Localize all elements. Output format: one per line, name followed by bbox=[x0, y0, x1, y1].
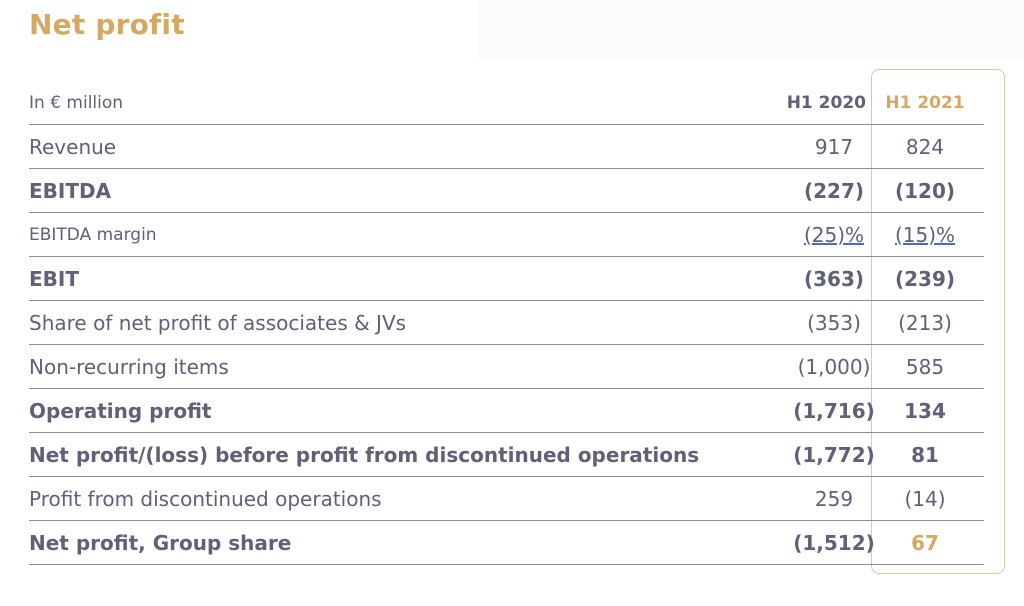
table-header-row: In € million H1 2020 H1 2021 bbox=[29, 81, 984, 125]
table-row-ebitda: EBITDA (227) (120) bbox=[29, 169, 984, 213]
value-h1-2021: 134 bbox=[904, 399, 946, 423]
value-h1-2020: (353) bbox=[807, 311, 861, 335]
background-panel bbox=[478, 0, 1024, 58]
value-h1-2020: (227) bbox=[803, 179, 865, 203]
row-label: Non-recurring items bbox=[29, 355, 229, 379]
table-row-operating-profit: Operating profit (1,716) 134 bbox=[29, 389, 984, 433]
row-label: Net profit/(loss) before profit from dis… bbox=[29, 443, 700, 467]
value-h1-2021: (120) bbox=[894, 179, 956, 203]
table-row-ebit: EBIT (363) (239) bbox=[29, 257, 984, 301]
unit-label: In € million bbox=[29, 93, 124, 113]
value-h1-2020: (1,772) bbox=[793, 443, 875, 467]
value-h1-2021: 81 bbox=[911, 443, 939, 467]
table-row-discontinued-operations: Profit from discontinued operations 259 … bbox=[29, 477, 984, 521]
row-label: EBITDA margin bbox=[29, 225, 157, 245]
table-row-revenue: Revenue 917 824 bbox=[29, 125, 984, 169]
table-row-net-profit-before-discontinued: Net profit/(loss) before profit from dis… bbox=[29, 433, 984, 477]
row-label: Operating profit bbox=[29, 399, 212, 423]
value-h1-2020: 917 bbox=[814, 135, 854, 159]
net-profit-table: In € million H1 2020 H1 2021 Revenue 917… bbox=[29, 81, 984, 565]
value-h1-2020: (25)% bbox=[803, 223, 865, 247]
row-label: Share of net profit of associates & JVs bbox=[29, 311, 407, 335]
value-h1-2021: (213) bbox=[898, 311, 952, 335]
value-h1-2021: (15)% bbox=[894, 223, 956, 247]
value-h1-2021: 585 bbox=[905, 355, 945, 379]
column-header-h1-2021: H1 2021 bbox=[885, 93, 965, 113]
value-h1-2021: (239) bbox=[894, 267, 956, 291]
row-label: EBITDA bbox=[29, 179, 112, 203]
value-h1-2020: (363) bbox=[803, 267, 865, 291]
value-h1-2020: 259 bbox=[814, 487, 854, 511]
value-h1-2021: (14) bbox=[904, 487, 946, 511]
h1-2021-highlight-box bbox=[871, 69, 1005, 574]
row-label: EBIT bbox=[29, 267, 79, 291]
value-h1-2020: (1,000) bbox=[797, 355, 871, 379]
table-row-ebitda-margin: EBITDA margin (25)% (15)% bbox=[29, 213, 984, 257]
row-label: Net profit, Group share bbox=[29, 531, 292, 555]
value-h1-2020: (1,716) bbox=[793, 399, 875, 423]
table-row-non-recurring: Non-recurring items (1,000) 585 bbox=[29, 345, 984, 389]
value-h1-2020: (1,512) bbox=[793, 531, 875, 555]
page-title: Net profit bbox=[29, 8, 185, 41]
value-h1-2021-highlight: 67 bbox=[911, 531, 939, 555]
table-row-associates-jvs: Share of net profit of associates & JVs … bbox=[29, 301, 984, 345]
row-label: Revenue bbox=[29, 135, 117, 159]
row-label: Profit from discontinued operations bbox=[29, 487, 382, 511]
value-h1-2021: 824 bbox=[905, 135, 945, 159]
table-row-net-profit-group-share: Net profit, Group share (1,512) 67 bbox=[29, 521, 984, 565]
column-header-h1-2020: H1 2020 bbox=[786, 93, 866, 113]
